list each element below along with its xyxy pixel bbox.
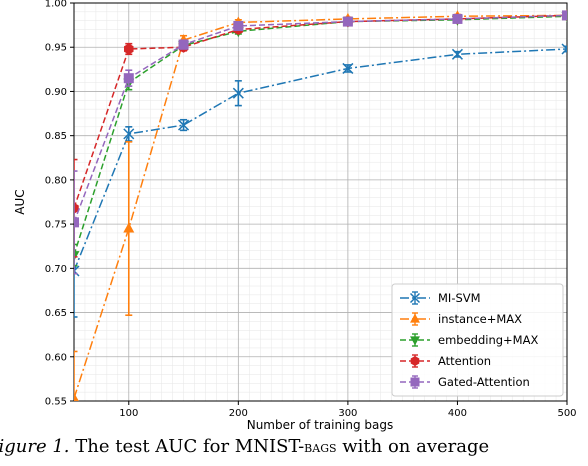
- legend-marker: [410, 356, 420, 366]
- x-tick-label: 200: [229, 408, 248, 419]
- caption-smallcaps: bags: [304, 438, 337, 456]
- y-tick-label: 0.90: [45, 87, 67, 98]
- marker-stroke: [74, 265, 80, 273]
- y-axis-label: AUC: [13, 189, 27, 214]
- caption-prefix: Figure 1.: [0, 436, 70, 457]
- y-tick-label: 0.60: [45, 352, 67, 363]
- caption-text-after: with on average: [336, 436, 490, 457]
- data-point: [178, 119, 190, 131]
- legend-marker: [410, 336, 420, 346]
- data-point: [123, 128, 135, 140]
- auc-line-chart: 100 200 300 400 500 0.55 0.60 0.65 0.70 0.75 0.80 0…: [13, 0, 577, 432]
- series-2: [74, 12, 567, 267]
- axis-ticks: 100 200 300 400 500 0.55 0.60 0.65 0.70 0.75 0.80 0…: [45, 0, 577, 419]
- x-axis-label: Number of training bags: [247, 418, 394, 432]
- data-point: [124, 43, 134, 55]
- y-tick-label: 0.75: [45, 220, 67, 231]
- x-tick-label: 300: [338, 408, 357, 419]
- y-tick-label: 0.95: [45, 43, 67, 54]
- legend-entry: embedding+MAX: [400, 333, 538, 347]
- series-0: [74, 43, 567, 318]
- legend-label: MI-SVM: [438, 291, 481, 305]
- data-point: [74, 217, 79, 228]
- series-group: [74, 9, 567, 401]
- x-tick-label: 100: [119, 408, 138, 419]
- y-tick-label: 0.55: [45, 397, 67, 408]
- legend-marker: [410, 377, 420, 387]
- marker-stroke: [123, 128, 135, 140]
- legend-label: Attention: [438, 354, 491, 368]
- legend-entry: MI-SVM: [400, 291, 481, 305]
- legend-box: [391, 283, 564, 397]
- legend-label: embedding+MAX: [438, 333, 538, 347]
- legend-label: instance+MAX: [438, 312, 522, 326]
- data-point: [342, 62, 354, 74]
- data-point: [123, 73, 134, 84]
- series-line: [74, 48, 567, 272]
- data-point: [452, 13, 463, 24]
- data-point: [561, 43, 567, 55]
- data-point: [233, 20, 244, 31]
- marker-stroke: [451, 48, 463, 60]
- marker-stroke: [409, 292, 421, 304]
- y-tick-label: 0.70: [45, 264, 67, 275]
- legend-entry: Attention: [400, 354, 491, 368]
- data-point: [562, 10, 567, 21]
- legend-entry: instance+MAX: [400, 312, 522, 326]
- caption-text-before: The test AUC for MNIST-: [69, 436, 305, 457]
- legend-marker: [410, 313, 420, 323]
- data-point: [232, 87, 244, 99]
- legend: MI-SVM instance+MAX embedding+MAX Attention…: [391, 283, 564, 397]
- data-point: [123, 222, 135, 233]
- legend-entry: Gated-Attention: [400, 375, 530, 389]
- y-tick-label: 0.85: [45, 131, 67, 142]
- y-tick-label: 0.65: [45, 308, 67, 319]
- data-point: [178, 39, 189, 50]
- data-point: [342, 16, 353, 27]
- marker-stroke: [561, 43, 567, 51]
- data-point: [74, 392, 79, 401]
- x-tick-label: 400: [448, 408, 467, 419]
- marker-stroke: [342, 62, 354, 74]
- series-line: [74, 14, 567, 209]
- series-line: [74, 14, 567, 223]
- marker-stroke: [232, 87, 244, 99]
- series-4: [74, 10, 567, 275]
- legend-label: Gated-Attention: [438, 375, 530, 389]
- data-point: [74, 251, 80, 262]
- x-tick-label: 500: [557, 408, 576, 419]
- marker-stroke: [178, 119, 190, 131]
- marker-stroke: [561, 47, 567, 55]
- data-point: [451, 48, 463, 60]
- legend-marker: [409, 292, 421, 304]
- y-tick-label: 0.80: [45, 175, 67, 186]
- y-tick-label: 1.00: [45, 0, 67, 10]
- figure-caption: Figure 1. The test AUC for MNIST-bags wi…: [0, 436, 588, 457]
